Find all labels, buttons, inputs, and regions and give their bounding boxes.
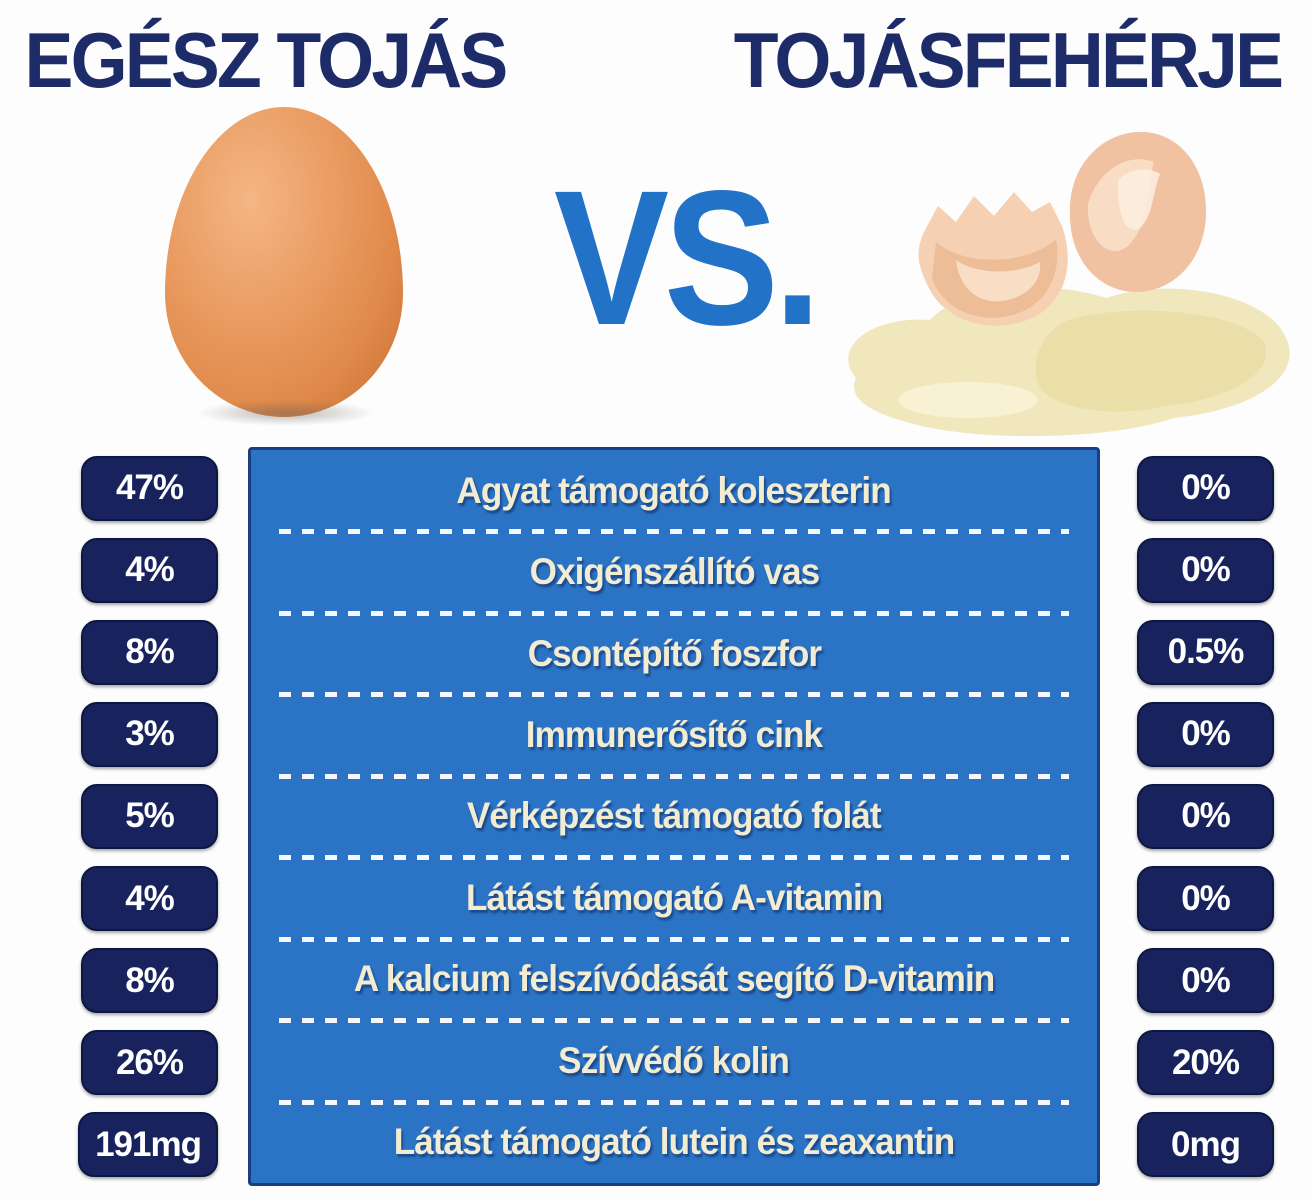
table-row: A kalcium felszívódását segítő D-vitamin	[251, 939, 1097, 1024]
nutrient-label: Látást támogató lutein és zeaxantin	[393, 1121, 955, 1163]
table-row-left-cell: 5%	[0, 775, 248, 857]
nutrient-panel: Agyat támogató koleszterin Oxigénszállít…	[248, 447, 1100, 1186]
egg-white-value-badge: 0%	[1137, 537, 1274, 603]
egg-white-value-badge: 0%	[1137, 866, 1274, 932]
egg-shadow	[196, 400, 376, 426]
egg-white-value-badge: 0.5%	[1137, 619, 1274, 685]
table-row-right-cell: 0%	[1100, 858, 1311, 940]
table-row: Látást támogató lutein és zeaxantin	[251, 1102, 1097, 1183]
table-row-left-cell: 191mg	[0, 1104, 248, 1186]
whole-egg-value-badge: 4%	[81, 866, 218, 932]
right-badge-column: 0% 0% 0.5% 0% 0% 0% 0% 20% 0mg	[1100, 447, 1311, 1186]
whole-egg-value-badge: 26%	[81, 1030, 218, 1096]
nutrient-label: A kalcium felszívódását segítő D-vitamin	[353, 958, 995, 1000]
egg-white-value-badge: 0%	[1137, 455, 1274, 521]
table-row: Csontépítő foszfor	[251, 613, 1097, 698]
table-row: Oxigénszállító vas	[251, 531, 1097, 617]
table-row-right-cell: 0%	[1100, 529, 1311, 611]
nutrient-label: Oxigénszállító vas	[529, 551, 820, 593]
whole-egg-value-badge: 4%	[81, 537, 218, 603]
egg-white-title: TOJÁSFEHÉRJE	[733, 15, 1284, 104]
table-row: Agyat támogató koleszterin	[251, 450, 1097, 535]
table-row-left-cell: 4%	[0, 529, 248, 611]
table-row-right-cell: 0.5%	[1100, 611, 1311, 693]
egg-white-value-badge: 0%	[1137, 701, 1274, 767]
nutrient-label: Immunerősítő cink	[525, 714, 823, 756]
whole-egg-value-badge: 47%	[81, 455, 218, 521]
whole-egg-value-badge: 3%	[81, 701, 218, 767]
egg-white-value-badge: 0%	[1137, 948, 1274, 1014]
left-badge-column: 47% 4% 8% 3% 5% 4% 8% 26% 191mg	[0, 447, 248, 1186]
whole-egg-value-badge: 8%	[81, 948, 218, 1014]
table-row-left-cell: 3%	[0, 693, 248, 775]
nutrient-label: Vérképzést támogató folát	[467, 795, 882, 837]
whole-egg-value-badge: 8%	[81, 619, 218, 685]
cracked-egg-image	[848, 131, 1290, 437]
egg-white-value-badge: 0mg	[1137, 1112, 1274, 1178]
whole-egg-value-badge: 5%	[81, 783, 218, 849]
table-row-left-cell: 26%	[0, 1022, 248, 1104]
table-row: Szívvédő kolin	[251, 1020, 1097, 1105]
table-row: Látást támogató A-vitamin	[251, 857, 1097, 943]
egg-white-value-badge: 20%	[1137, 1030, 1274, 1096]
table-row-right-cell: 0%	[1100, 447, 1311, 529]
table-row-right-cell: 20%	[1100, 1022, 1311, 1104]
whole-egg-title: EGÉSZ TOJÁS	[24, 15, 508, 104]
egg-white-puddle-shade	[1035, 310, 1267, 412]
table-row-right-cell: 0%	[1100, 940, 1311, 1022]
table-row-left-cell: 47%	[0, 447, 248, 529]
table-row-left-cell: 8%	[0, 940, 248, 1022]
table-row-right-cell: 0mg	[1100, 1104, 1311, 1186]
table-row: Immunerősítő cink	[251, 694, 1097, 780]
nutrient-label: Látást támogató A-vitamin	[465, 876, 883, 918]
table-row-right-cell: 0%	[1100, 693, 1311, 775]
nutrient-label: Szívvédő kolin	[558, 1039, 791, 1081]
table-row: Vérképzést támogató folát	[251, 776, 1097, 861]
nutrient-label: Agyat támogató koleszterin	[456, 469, 892, 511]
table-row-left-cell: 4%	[0, 858, 248, 940]
whole-egg-value-badge: 191mg	[78, 1112, 218, 1178]
table-row-left-cell: 8%	[0, 611, 248, 693]
vs-label: VS.	[553, 150, 822, 365]
whole-egg-image	[165, 107, 403, 417]
egg-white-value-badge: 0%	[1137, 783, 1274, 849]
nutrient-label: Csontépítő foszfor	[527, 632, 821, 674]
table-row-right-cell: 0%	[1100, 775, 1311, 857]
comparison-table: 47% 4% 8% 3% 5% 4% 8% 26% 191mg Agyat tá…	[0, 447, 1311, 1186]
